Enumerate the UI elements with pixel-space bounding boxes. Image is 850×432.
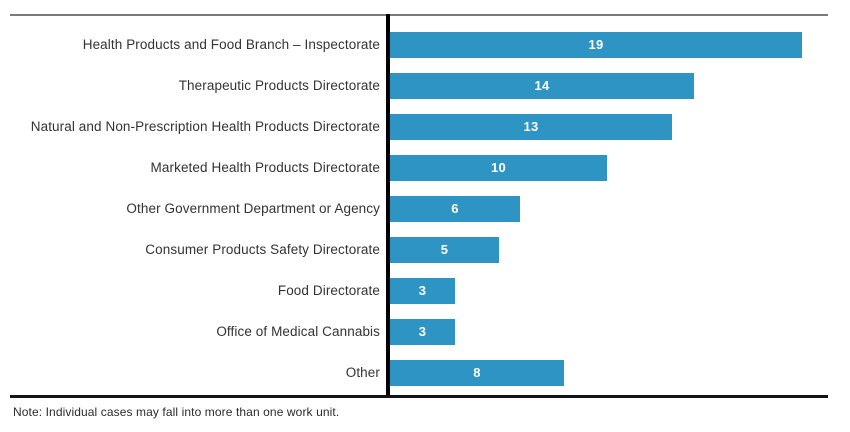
- chart-row: Consumer Products Safety Directorate 5: [0, 229, 850, 270]
- bar-value-label: 19: [588, 37, 604, 52]
- category-label: Health Products and Food Branch – Inspec…: [82, 37, 380, 52]
- bar: 3: [390, 277, 455, 304]
- bar: 10: [390, 154, 607, 181]
- bar: 6: [390, 195, 520, 222]
- category-label: Marketed Health Products Directorate: [150, 160, 380, 175]
- bar-value-label: 3: [418, 324, 427, 339]
- bar: 14: [390, 72, 694, 99]
- bar-track: 5: [390, 236, 850, 263]
- bar-value-label: 14: [534, 78, 550, 93]
- chart-rows: Health Products and Food Branch – Inspec…: [0, 24, 850, 393]
- chart-row: Food Directorate 3: [0, 270, 850, 311]
- bar-track: 14: [390, 72, 850, 99]
- bar: 3: [390, 318, 455, 345]
- bar-track: 10: [390, 154, 850, 181]
- category-label: Food Directorate: [277, 283, 380, 298]
- bar-value-label: 5: [440, 242, 449, 257]
- chart-bottom-border: [10, 395, 828, 398]
- bar-value-label: 13: [523, 119, 539, 134]
- category-label: Therapeutic Products Directorate: [178, 78, 380, 93]
- bar: 5: [390, 236, 499, 263]
- chart-note: Note: Individual cases may fall into mor…: [13, 405, 340, 419]
- y-axis-line: [386, 14, 390, 398]
- chart-row: Other 8: [0, 352, 850, 393]
- bar-value-label: 8: [473, 365, 481, 380]
- bar-track: 19: [390, 31, 850, 58]
- bar: 13: [390, 113, 672, 140]
- category-label: Office of Medical Cannabis: [216, 324, 380, 339]
- bar-value-label: 10: [490, 160, 507, 175]
- bar-track: 6: [390, 195, 850, 222]
- category-label: Other: [345, 365, 380, 380]
- bar: 8: [390, 359, 564, 386]
- bar-value-label: 3: [418, 283, 427, 298]
- chart-top-border: [10, 14, 828, 16]
- chart-row: Natural and Non-Prescription Health Prod…: [0, 106, 850, 147]
- chart-row: Office of Medical Cannabis 3: [0, 311, 850, 352]
- bar-track: 8: [390, 359, 850, 386]
- chart-row: Health Products and Food Branch – Inspec…: [0, 24, 850, 65]
- bar-value-label: 6: [451, 201, 459, 216]
- bar-track: 3: [390, 318, 850, 345]
- category-label: Natural and Non-Prescription Health Prod…: [30, 119, 380, 134]
- category-label: Consumer Products Safety Directorate: [145, 242, 380, 257]
- bar: 19: [390, 31, 802, 58]
- chart-row: Other Government Department or Agency 6: [0, 188, 850, 229]
- chart-row: Marketed Health Products Directorate 10: [0, 147, 850, 188]
- bar-track: 3: [390, 277, 850, 304]
- bar-track: 13: [390, 113, 850, 140]
- category-label: Other Government Department or Agency: [126, 201, 380, 216]
- chart-row: Therapeutic Products Directorate 14: [0, 65, 850, 106]
